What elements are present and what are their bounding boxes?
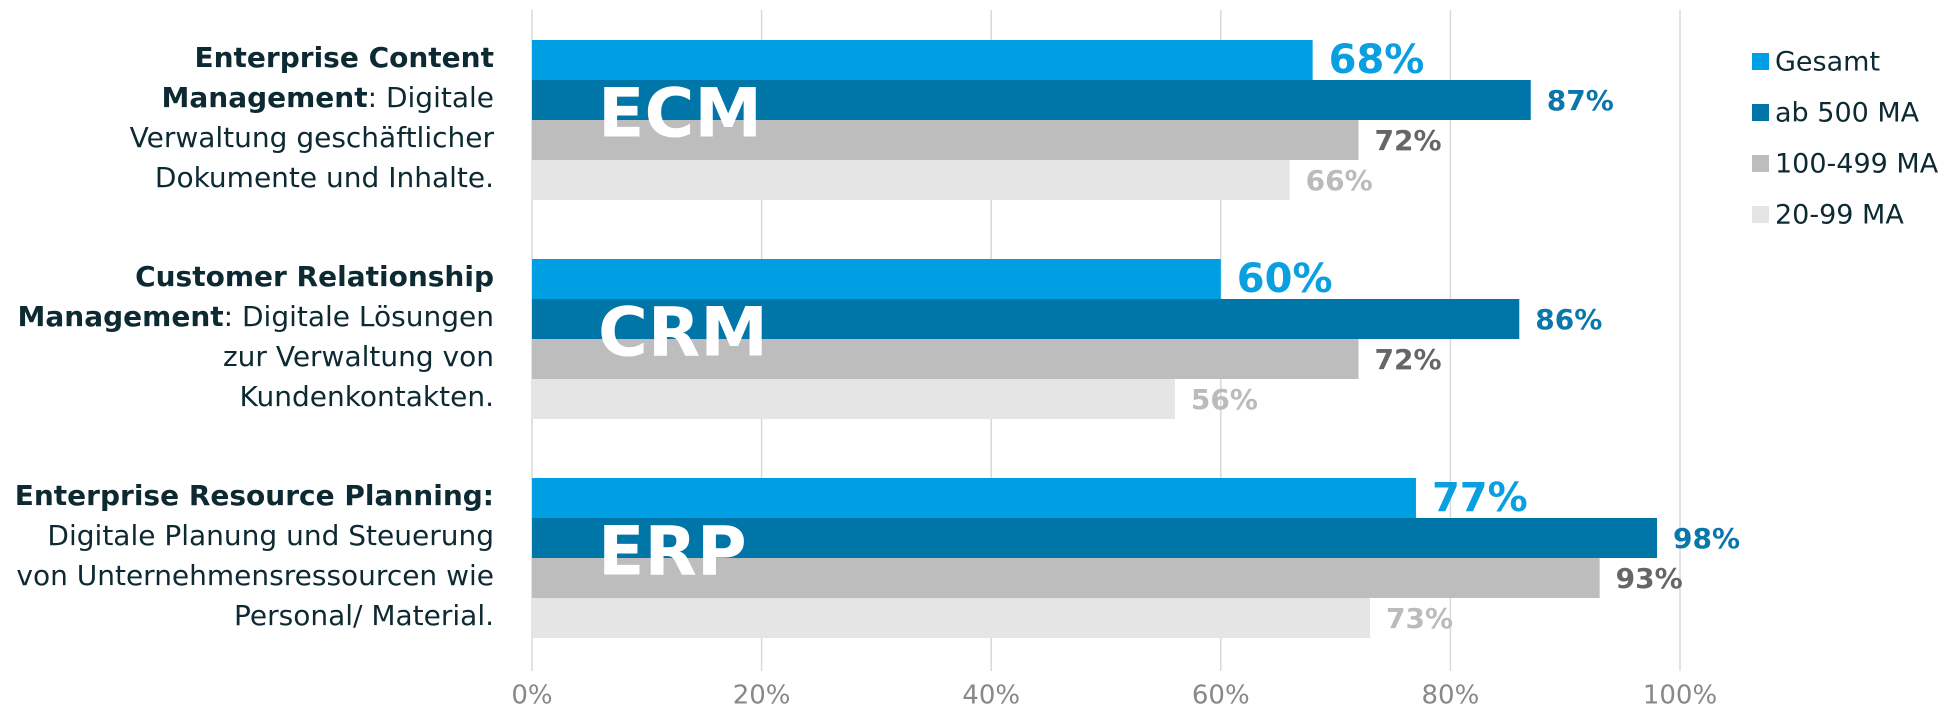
legend-swatch xyxy=(1752,104,1769,121)
x-tick-label: 20% xyxy=(733,681,791,709)
abbreviation: CRM xyxy=(598,294,768,373)
legend-swatch xyxy=(1752,155,1769,172)
legend-label: 100-499 MA xyxy=(1775,149,1939,180)
bar xyxy=(532,40,1313,80)
value-label: 77% xyxy=(1432,475,1528,521)
bar xyxy=(532,120,1359,160)
value-label: 73% xyxy=(1386,602,1453,635)
x-tick-label: 60% xyxy=(1192,681,1250,709)
category-description: Digitale Planung und Steuerung von Unter… xyxy=(16,519,494,632)
abbreviation: ERP xyxy=(598,513,747,592)
value-label: 60% xyxy=(1237,256,1333,302)
x-tick-label: 100% xyxy=(1643,681,1717,709)
value-label: 93% xyxy=(1616,562,1683,595)
x-tick-label: 40% xyxy=(962,681,1020,709)
category-label: Customer Relationship Management: Digita… xyxy=(4,257,494,417)
legend-swatch xyxy=(1752,53,1769,70)
value-label: 86% xyxy=(1535,303,1602,336)
bar xyxy=(532,558,1600,598)
bar xyxy=(532,299,1520,339)
category-description: : Digitale Lösungen zur Verwaltung von K… xyxy=(222,300,494,413)
bar xyxy=(532,478,1416,518)
category-label: Enterprise Resource Planning: Digitale P… xyxy=(4,476,494,636)
legend-label: Gesamt xyxy=(1775,47,1880,78)
legend-label: ab 500 MA xyxy=(1775,98,1920,129)
bar xyxy=(532,379,1175,419)
value-label: 87% xyxy=(1547,84,1614,117)
value-label: 56% xyxy=(1191,383,1258,416)
legend-swatch xyxy=(1752,206,1769,223)
category-description: : Digitale Verwaltung geschäftlicher Dok… xyxy=(129,81,494,194)
bar xyxy=(532,80,1531,120)
category-title: Enterprise Content Management xyxy=(161,41,494,114)
value-label: 68% xyxy=(1329,37,1425,83)
bar xyxy=(532,160,1290,200)
value-label: 72% xyxy=(1375,124,1442,157)
x-tick-label: 0% xyxy=(511,681,552,709)
bar xyxy=(532,518,1658,558)
x-tick-label: 80% xyxy=(1422,681,1480,709)
value-label: 66% xyxy=(1306,164,1373,197)
bar xyxy=(532,339,1359,379)
abbreviation: ECM xyxy=(598,75,762,154)
value-label: 72% xyxy=(1375,343,1442,376)
category-title: Enterprise Resource Planning: xyxy=(14,479,494,512)
bar xyxy=(532,259,1221,299)
legend-label: 20-99 MA xyxy=(1775,200,1904,231)
category-label: Enterprise Content Management: Digitale … xyxy=(4,38,494,198)
bar xyxy=(532,598,1371,638)
category-title: Customer Relationship Management xyxy=(17,260,494,333)
value-label: 98% xyxy=(1673,522,1740,555)
